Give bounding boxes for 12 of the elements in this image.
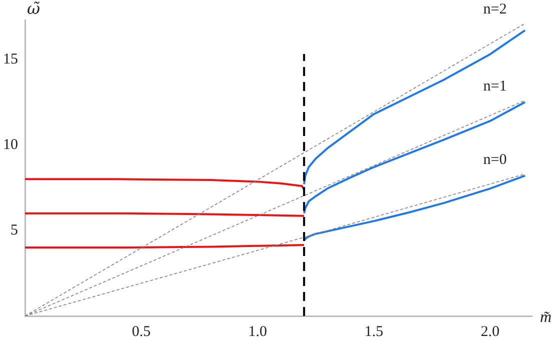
series-label: n=0 [483, 152, 507, 168]
series-label: n=2 [483, 1, 507, 18]
x-tick-label: 1.0 [248, 324, 267, 340]
y-tick-label: 5 [10, 222, 18, 238]
x-tick-label: 1.5 [364, 324, 384, 340]
x-axis-title: m̃ [540, 309, 552, 326]
x-tick-label: 0.5 [132, 324, 151, 340]
series-label: n=1 [483, 78, 507, 94]
y-axis-title: ω̃ [27, 0, 40, 18]
y-tick-label: 10 [3, 136, 18, 153]
y-tick-label: 15 [3, 51, 18, 68]
x-tick-label: 2.0 [480, 324, 500, 340]
